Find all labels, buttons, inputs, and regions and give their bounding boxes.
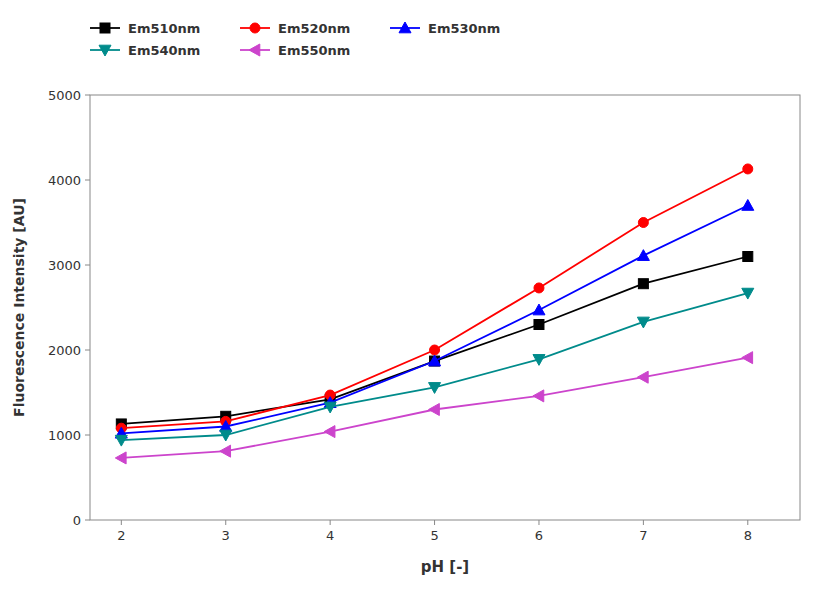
legend-item: Em540nm (90, 43, 200, 58)
point (220, 421, 232, 432)
point (220, 445, 231, 457)
legend-marker (249, 44, 260, 56)
series-line (121, 257, 747, 424)
x-tick-label: 4 (326, 528, 334, 543)
x-tick (747, 520, 748, 525)
y-tick (85, 265, 90, 266)
x-tick-label: 8 (744, 528, 752, 543)
series-line (121, 169, 747, 428)
point (533, 304, 545, 315)
x-tick-label: 3 (222, 528, 230, 543)
x-tick-label: 2 (117, 528, 125, 543)
legend-label: Em550nm (278, 43, 350, 58)
point (324, 426, 335, 438)
point (429, 383, 441, 394)
x-tick-label: 6 (535, 528, 543, 543)
point (743, 164, 753, 174)
x-tick (434, 520, 435, 525)
plot-frame (90, 95, 800, 520)
legend-marker (100, 23, 110, 33)
x-tick-label: 5 (430, 528, 438, 543)
point (743, 252, 753, 262)
legend-item: Em510nm (90, 21, 200, 36)
x-tick (225, 520, 226, 525)
series-group (115, 164, 753, 464)
point (115, 435, 127, 446)
y-tick-label: 4000 (48, 173, 81, 188)
y-tick (85, 520, 90, 521)
series (115, 288, 753, 446)
point (220, 430, 232, 441)
point (742, 288, 754, 299)
point (638, 279, 648, 289)
series (116, 252, 752, 429)
x-tick (538, 520, 539, 525)
series (116, 164, 752, 433)
legend-label: Em530nm (428, 21, 500, 36)
point (637, 250, 649, 261)
y-tick-label: 2000 (48, 343, 81, 358)
point (534, 283, 544, 293)
point (742, 200, 754, 211)
x-axis: 2 3 4 5 6 7 8 (117, 520, 752, 543)
point (429, 404, 440, 416)
point (115, 452, 126, 464)
point (742, 352, 753, 364)
point (637, 317, 649, 328)
series (115, 352, 752, 464)
point (430, 345, 440, 355)
legend: Em510nm Em520nm Em530nm Em540nm Em550nm (90, 21, 500, 58)
chart: 2 3 4 5 6 7 8 0 1000 2000 3000 4000 5000 pH [-] Fluore… (0, 0, 825, 590)
legend-marker (99, 45, 111, 56)
y-axis: 0 1000 2000 3000 4000 5000 (48, 88, 90, 528)
x-tick (643, 520, 644, 525)
legend-item: Em530nm (390, 21, 500, 36)
legend-item: Em550nm (240, 43, 350, 58)
legend-item: Em520nm (240, 21, 350, 36)
legend-label: Em520nm (278, 21, 350, 36)
point (533, 355, 545, 366)
y-tick-label: 1000 (48, 428, 81, 443)
point (534, 320, 544, 330)
point (429, 355, 441, 366)
x-tick (330, 520, 331, 525)
point (430, 356, 440, 366)
y-tick-label: 0 (73, 513, 81, 528)
series-line (121, 358, 747, 458)
series-line (121, 293, 747, 440)
legend-label: Em540nm (128, 43, 200, 58)
x-axis-label: pH [-] (421, 558, 469, 576)
legend-marker (250, 23, 260, 33)
y-tick (85, 435, 90, 436)
x-tick (121, 520, 122, 525)
legend-marker (399, 22, 411, 33)
y-tick-label: 5000 (48, 88, 81, 103)
y-tick (85, 180, 90, 181)
y-tick (85, 350, 90, 351)
point (533, 390, 544, 402)
point (637, 371, 648, 383)
point (638, 218, 648, 228)
point (324, 402, 336, 413)
x-tick-label: 7 (639, 528, 647, 543)
y-tick-label: 3000 (48, 258, 81, 273)
y-axis-label: Fluorescence Intensity [AU] (11, 198, 27, 417)
y-tick (85, 95, 90, 96)
legend-label: Em510nm (128, 21, 200, 36)
